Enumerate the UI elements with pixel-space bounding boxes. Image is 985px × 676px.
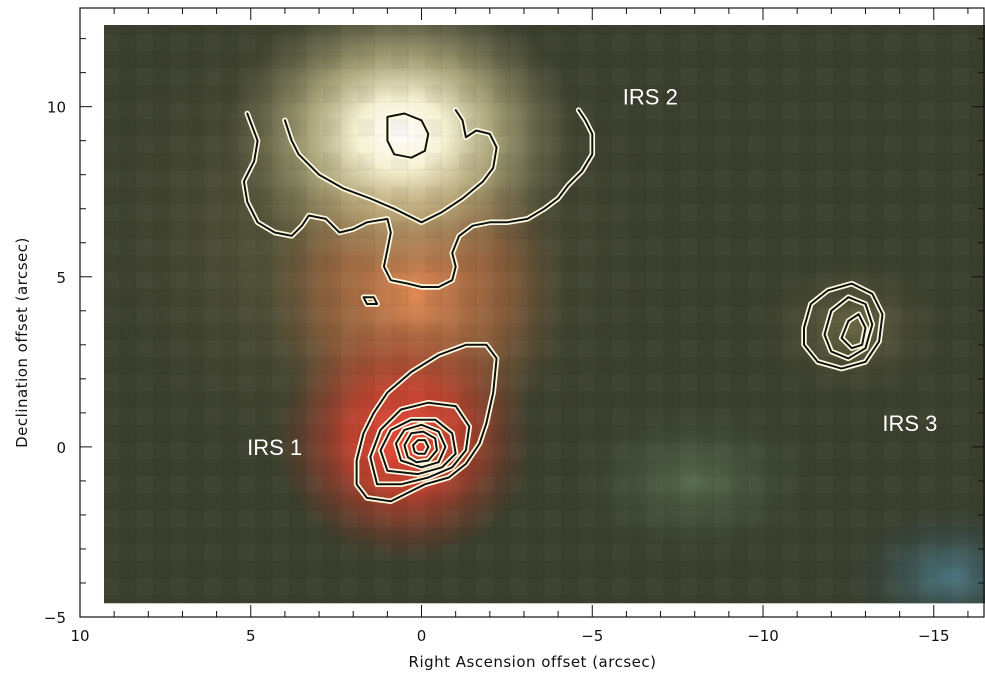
contour-line (840, 313, 867, 350)
x-tick-label: 0 (417, 627, 427, 645)
contour-line (379, 418, 457, 476)
x-axis-title: Right Ascension offset (arcsec) (409, 653, 657, 671)
contour-line (355, 343, 498, 503)
y-tick-label: −5 (44, 609, 66, 627)
contour-line (369, 401, 471, 486)
x-tick-label: −10 (747, 627, 779, 645)
x-tick-label: 5 (246, 627, 256, 645)
plot-frame (79, 7, 985, 618)
source-label: IRS 1 (247, 435, 302, 460)
contour-line (403, 430, 438, 464)
pixel-grid (103, 25, 985, 604)
contour-line (362, 296, 379, 305)
y-tick-label: 10 (47, 99, 66, 117)
contour-line (823, 296, 874, 360)
contour-line (386, 112, 430, 159)
y-tick-label: 0 (56, 439, 66, 457)
contour-lines (241, 107, 886, 505)
source-label: IRS 2 (623, 84, 678, 109)
x-tick-label: −5 (581, 627, 603, 645)
x-tick-label: 10 (70, 627, 89, 645)
contour-line (242, 109, 594, 288)
contour-line (394, 423, 447, 469)
contour-line (412, 439, 430, 455)
source-label: IRS 3 (882, 411, 937, 436)
contour-line (283, 109, 498, 224)
source-labels: IRS 1 IRS 2 IRS 3 (247, 84, 937, 459)
axes: 10 5 0 −5 −10 −15 −5 0 5 10 Right Ascension offset… (13, 7, 985, 671)
contour-line (803, 282, 884, 370)
y-tick-label: 5 (56, 269, 66, 287)
x-tick-label: −15 (918, 627, 950, 645)
y-axis-title: Declination offset (arcsec) (13, 237, 31, 448)
